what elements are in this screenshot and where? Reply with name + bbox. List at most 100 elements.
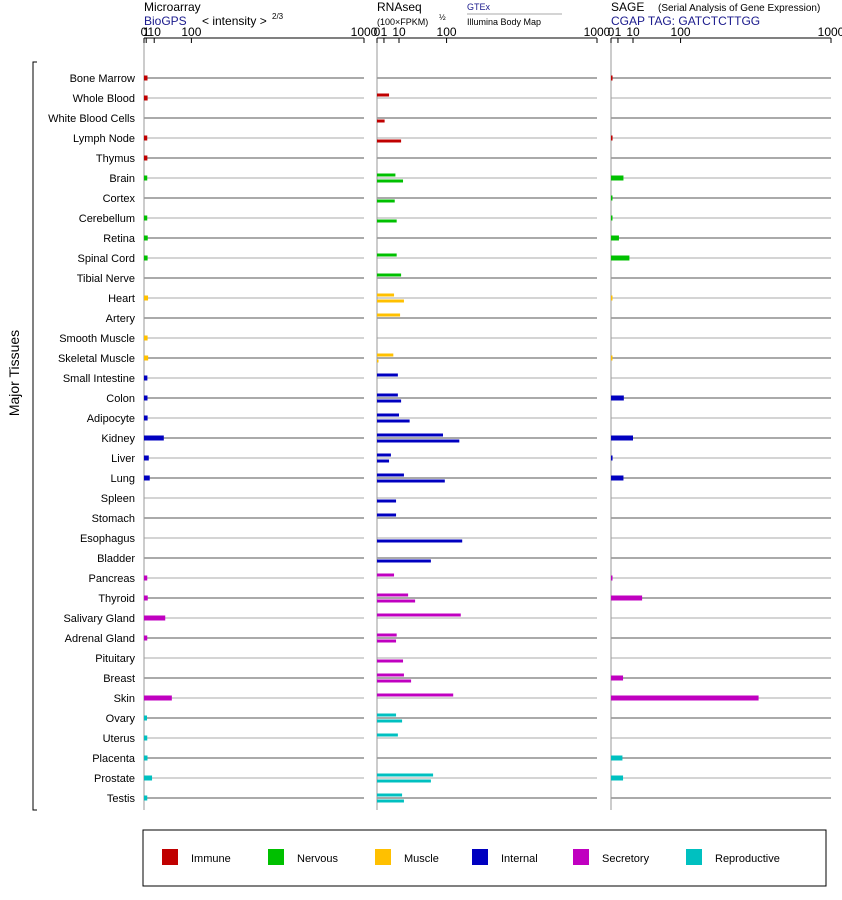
- sage-bar: [611, 575, 613, 581]
- ibm-bar: [377, 539, 463, 543]
- microarray-tick-label: 0: [141, 25, 148, 39]
- ibm-bar: [377, 219, 397, 223]
- tissue-label: Cerebellum: [79, 213, 135, 225]
- tissue-label: Skin: [114, 693, 135, 705]
- legend-label-muscle: Muscle: [404, 853, 439, 865]
- sage-bar: [611, 295, 613, 301]
- microarray-unit: < intensity >: [202, 14, 267, 28]
- tissue-label: Adipocyte: [87, 413, 135, 425]
- ibm-bar: [377, 599, 416, 603]
- microarray-bar: [144, 235, 148, 241]
- microarray-bar: [144, 795, 148, 801]
- gtex-bar: [377, 613, 461, 617]
- microarray-bar: [144, 715, 148, 721]
- gtex-bar: [377, 733, 398, 737]
- ibm-bar: [377, 199, 395, 203]
- gtex-bar: [377, 593, 409, 597]
- sage-bar: [611, 235, 619, 241]
- tissue-label: Artery: [106, 313, 136, 325]
- legend-swatch-nervous: [268, 849, 284, 865]
- tissue-label: Thyroid: [98, 593, 135, 605]
- tissue-label: Breast: [103, 673, 135, 685]
- microarray-bar: [144, 695, 172, 701]
- microarray-bar: [144, 75, 148, 81]
- sage-bar: [611, 595, 643, 601]
- tissue-label: Prostate: [94, 773, 135, 785]
- legend-label-internal: Internal: [501, 853, 538, 865]
- sage-tick-label: 1: [615, 25, 622, 39]
- tissue-label: Kidney: [101, 433, 135, 445]
- gtex-bar: [377, 513, 397, 517]
- microarray-header: Microarray BioGPS < intensity > 2/3: [144, 0, 284, 28]
- microarray-bar: [144, 375, 148, 381]
- tissue-label: Whole Blood: [73, 93, 135, 105]
- sage-bar: [611, 355, 613, 361]
- microarray-bar: [144, 415, 148, 421]
- ibm-bar: [377, 119, 385, 123]
- gtex-bar: [377, 373, 398, 377]
- sage-bar: [611, 175, 624, 181]
- tissue-label: Placenta: [92, 753, 136, 765]
- rnaseq-tick-label: 100: [437, 25, 457, 39]
- gtex-bar: [377, 253, 397, 257]
- microarray-tick-label: 1: [143, 25, 150, 39]
- microarray-unit-exponent: 2/3: [272, 12, 284, 21]
- gtex-bar: [377, 313, 401, 317]
- rnaseq-tick-label: 1000: [584, 25, 611, 39]
- sage-bar: [611, 195, 613, 201]
- tissue-label: Pituitary: [95, 653, 135, 665]
- ibm-bar: [377, 179, 404, 183]
- microarray-bar: [144, 155, 148, 161]
- microarray-source: BioGPS: [144, 14, 187, 28]
- tissue-label: Lung: [111, 473, 135, 485]
- gtex-bar: [377, 173, 396, 177]
- microarray-bar: [144, 735, 148, 741]
- tissue-label: Spinal Cord: [78, 253, 135, 265]
- legend-label-secretory: Secretory: [602, 853, 650, 865]
- sage-bar: [611, 255, 630, 261]
- sage-bar: [611, 675, 624, 681]
- tissue-label: Small Intestine: [63, 373, 135, 385]
- gtex-bar: [377, 773, 434, 777]
- rnaseq-unit: (100×FPKM): [377, 17, 428, 27]
- sage-bar: [611, 775, 624, 781]
- tissue-label: Cortex: [103, 193, 136, 205]
- ibm-bar: [377, 499, 397, 503]
- gtex-bar: [377, 93, 390, 97]
- gtex-bar: [377, 473, 404, 477]
- microarray-title: Microarray: [144, 0, 201, 14]
- ibm-bar: [377, 139, 402, 143]
- tissue-label: Bone Marrow: [70, 73, 135, 85]
- microarray-bar: [144, 435, 164, 441]
- tissue-label: Brain: [109, 173, 135, 185]
- sage-tag: CGAP TAG: GATCTCTTGG: [611, 14, 760, 28]
- sage-tick-label: 100: [671, 25, 691, 39]
- rnaseq-tick-label: 10: [392, 25, 406, 39]
- sage-bar: [611, 755, 623, 761]
- microarray-bar: [144, 135, 148, 141]
- rnaseq-unit-exponent: ½: [439, 13, 446, 22]
- gtex-bar: [377, 393, 398, 397]
- tissue-label: Spleen: [101, 493, 135, 505]
- sage-header: SAGE (Serial Analysis of Gene Expression…: [611, 0, 820, 28]
- gtex-bar: [377, 273, 402, 277]
- rnaseq-header: RNAseq (100×FPKM) ½ GTEx Illumina Body M…: [377, 0, 562, 27]
- ibm-bar: [377, 459, 390, 463]
- sage-bar: [611, 695, 759, 701]
- microarray-bar: [144, 755, 148, 761]
- gtex-bar: [377, 353, 394, 357]
- rnaseq-tick-label: 0: [374, 25, 381, 39]
- microarray-bar: [144, 455, 149, 461]
- gtex-bar: [377, 793, 403, 797]
- tissue-label: Pancreas: [89, 573, 136, 585]
- legend-label-nervous: Nervous: [297, 853, 338, 865]
- gtex-source-label: GTEx: [467, 2, 491, 12]
- tissue-label: Retina: [103, 233, 136, 245]
- ibm-bar: [377, 439, 460, 443]
- ibm-bar: [377, 639, 397, 643]
- ibm-bar: [377, 419, 410, 423]
- gtex-bar: [377, 693, 454, 697]
- microarray-tick-label: 1000: [351, 25, 378, 39]
- sage-tick-label: 10: [626, 25, 640, 39]
- microarray-bar: [144, 215, 148, 221]
